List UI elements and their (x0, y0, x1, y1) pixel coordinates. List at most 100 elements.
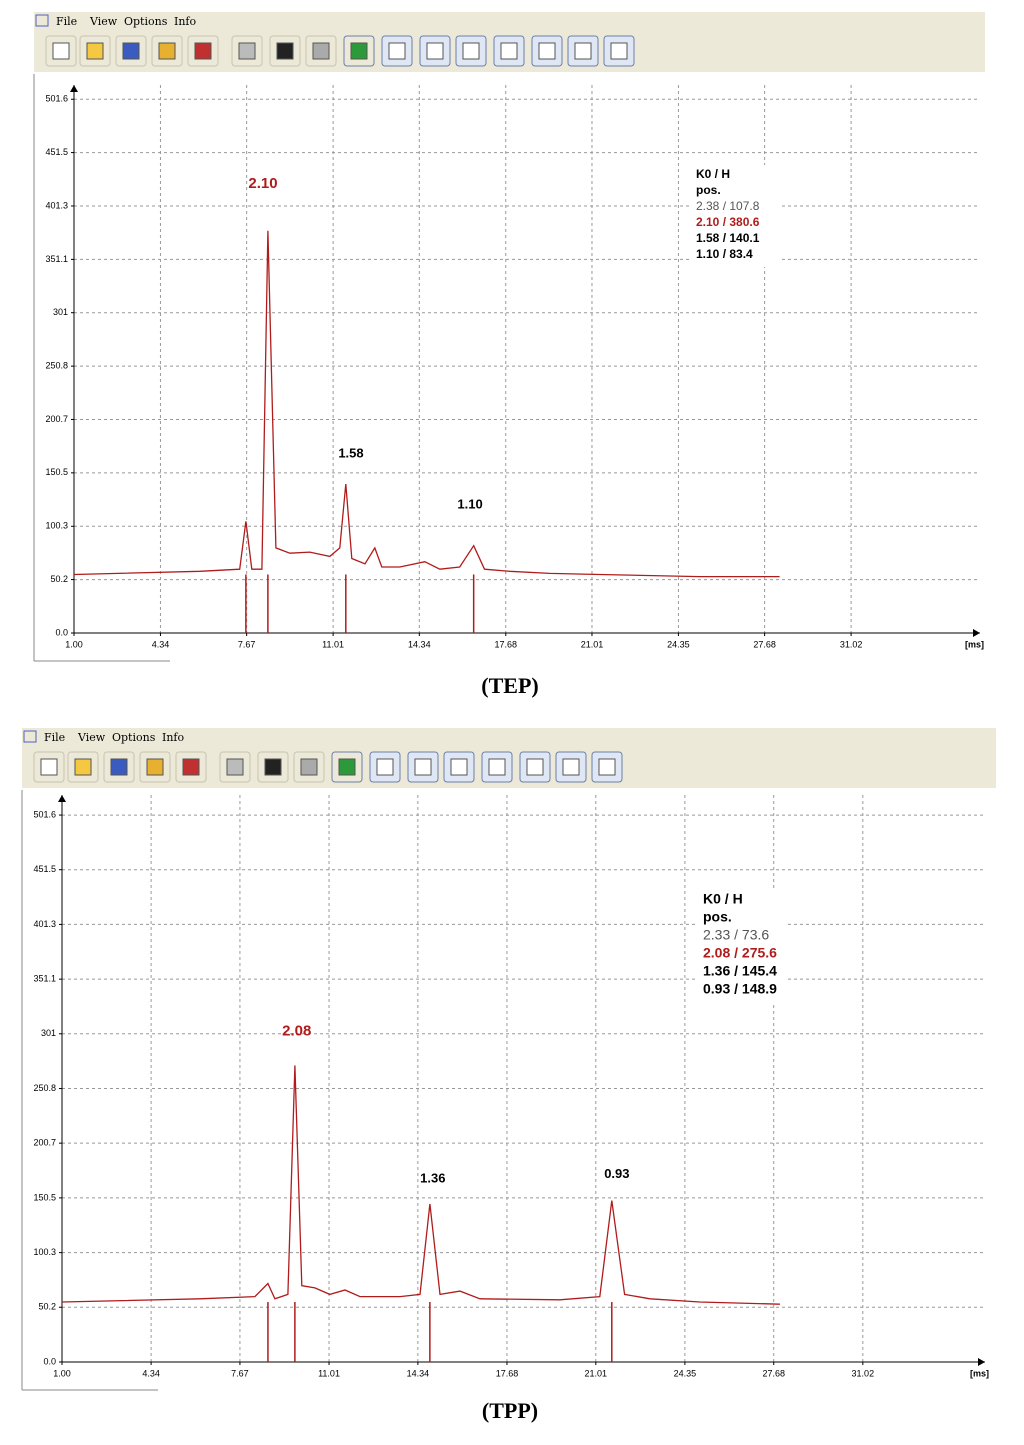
menu-item[interactable]: File (44, 731, 65, 744)
x-tick-label: 1.00 (65, 639, 83, 649)
x-tick-label: 27.68 (753, 639, 776, 649)
x-tick-label: 11.01 (318, 1368, 340, 1378)
y-tick-label: 401.3 (33, 919, 56, 929)
plot-area (34, 74, 985, 661)
menu-item[interactable]: Info (174, 15, 197, 28)
toolbar-icon (146, 758, 164, 776)
toolbar-icon (276, 42, 294, 60)
axis-arrow (70, 85, 78, 92)
toolbar-icon (194, 42, 212, 60)
caption: (TPP) (482, 1398, 538, 1423)
toolbar-icon (338, 758, 356, 776)
app-icon (35, 14, 49, 27)
x-tick-label: 24.35 (674, 1368, 697, 1378)
peak-table-box (690, 165, 780, 267)
peak-table-row: 2.08 / 275.6 (703, 945, 777, 961)
y-tick-label: 250.8 (45, 361, 68, 371)
menu-item[interactable]: View (77, 731, 106, 744)
y-tick-label: 250.8 (33, 1083, 56, 1093)
toolbar-icon (264, 758, 282, 776)
y-tick-label: 200.7 (33, 1138, 56, 1148)
peak-table-row: 1.36 / 145.4 (703, 963, 777, 979)
menu-item[interactable]: Options (124, 15, 168, 28)
peak-table-row: 2.33 / 73.6 (703, 927, 769, 943)
y-tick-label: 301 (53, 307, 68, 317)
y-tick-label: 401.3 (45, 200, 68, 210)
window-control[interactable] (963, 732, 975, 743)
peak-label: 2.08 (282, 1023, 311, 1040)
x-tick-label: 27.68 (762, 1368, 785, 1378)
axis-arrow (978, 1358, 985, 1366)
peak-table-row: 2.38 / 107.8 (696, 199, 760, 213)
x-unit: [ms] (965, 639, 984, 649)
window-control[interactable] (969, 16, 981, 27)
toolbar-icon (52, 42, 70, 60)
y-tick-label: 150.5 (45, 467, 68, 477)
toolbar-icon (414, 758, 432, 776)
axis-arrow (973, 629, 980, 637)
toolbar-icon (158, 42, 176, 60)
toolbar-icon (488, 758, 506, 776)
toolbar-icon (574, 42, 592, 60)
y-tick-label: 351.1 (33, 974, 56, 984)
menu-item[interactable]: File (56, 15, 77, 28)
menu-item[interactable]: Options (112, 731, 156, 744)
axis-arrow (58, 795, 66, 802)
toolbar-icon (538, 42, 556, 60)
x-tick-label: 1.00 (53, 1368, 71, 1378)
x-tick-label: 17.68 (495, 639, 518, 649)
y-tick-label: 301 (41, 1028, 56, 1038)
spectrum-line (61, 1065, 780, 1305)
x-tick-label: 7.67 (238, 639, 256, 649)
x-tick-label: 7.67 (231, 1368, 249, 1378)
menu-item[interactable]: Info (162, 731, 185, 744)
toolbar-icon (226, 758, 244, 776)
toolbar-icon (562, 758, 580, 776)
spectrum-line (73, 230, 780, 578)
y-tick-label: 501.6 (45, 94, 68, 104)
x-tick-label: 17.68 (496, 1368, 519, 1378)
peak-table-row: 1.58 / 140.1 (696, 231, 760, 245)
y-tick-label: 50.2 (38, 1302, 56, 1312)
x-tick-label: 14.34 (407, 1368, 430, 1378)
y-tick-label: 0.0 (55, 627, 68, 637)
y-tick-label: 451.5 (33, 864, 56, 874)
peak-label: 0.93 (604, 1166, 629, 1181)
toolbar-icon (500, 42, 518, 60)
toolbar-icon (426, 42, 444, 60)
toolbar-icon (74, 758, 92, 776)
toolbar-icon (312, 42, 330, 60)
peak-label: 1.36 (420, 1170, 445, 1185)
toolbar-icon (388, 42, 406, 60)
toolbar-icon (450, 758, 468, 776)
x-tick-label: 4.34 (152, 639, 170, 649)
window-control[interactable] (946, 732, 958, 743)
toolbar-icon (182, 758, 200, 776)
window-control[interactable] (980, 732, 992, 743)
peak-label: 1.10 (457, 497, 482, 512)
peak-table-header: pos. (696, 183, 721, 197)
y-tick-label: 351.1 (45, 254, 68, 264)
peak-table-box (697, 890, 787, 1004)
x-tick-label: 11.01 (322, 639, 344, 649)
y-tick-label: 100.3 (45, 521, 68, 531)
toolbar-icon (300, 758, 318, 776)
peak-label: 2.10 (248, 175, 277, 192)
peak-table-row: 0.93 / 148.9 (703, 981, 777, 997)
toolbar-icon (86, 42, 104, 60)
y-tick-label: 0.0 (43, 1356, 56, 1366)
window-control[interactable] (935, 16, 947, 27)
y-tick-label: 451.5 (45, 147, 68, 157)
toolbar-icon (462, 42, 480, 60)
toolbar-icon (610, 42, 628, 60)
x-tick-label: 24.35 (667, 639, 690, 649)
toolbar-icon (40, 758, 58, 776)
menu-item[interactable]: View (89, 15, 118, 28)
window-control[interactable] (952, 16, 964, 27)
y-tick-label: 100.3 (33, 1247, 56, 1257)
y-tick-label: 200.7 (45, 414, 68, 424)
toolbar-icon (350, 42, 368, 60)
y-tick-label: 50.2 (50, 574, 68, 584)
plot-area (22, 790, 996, 1390)
